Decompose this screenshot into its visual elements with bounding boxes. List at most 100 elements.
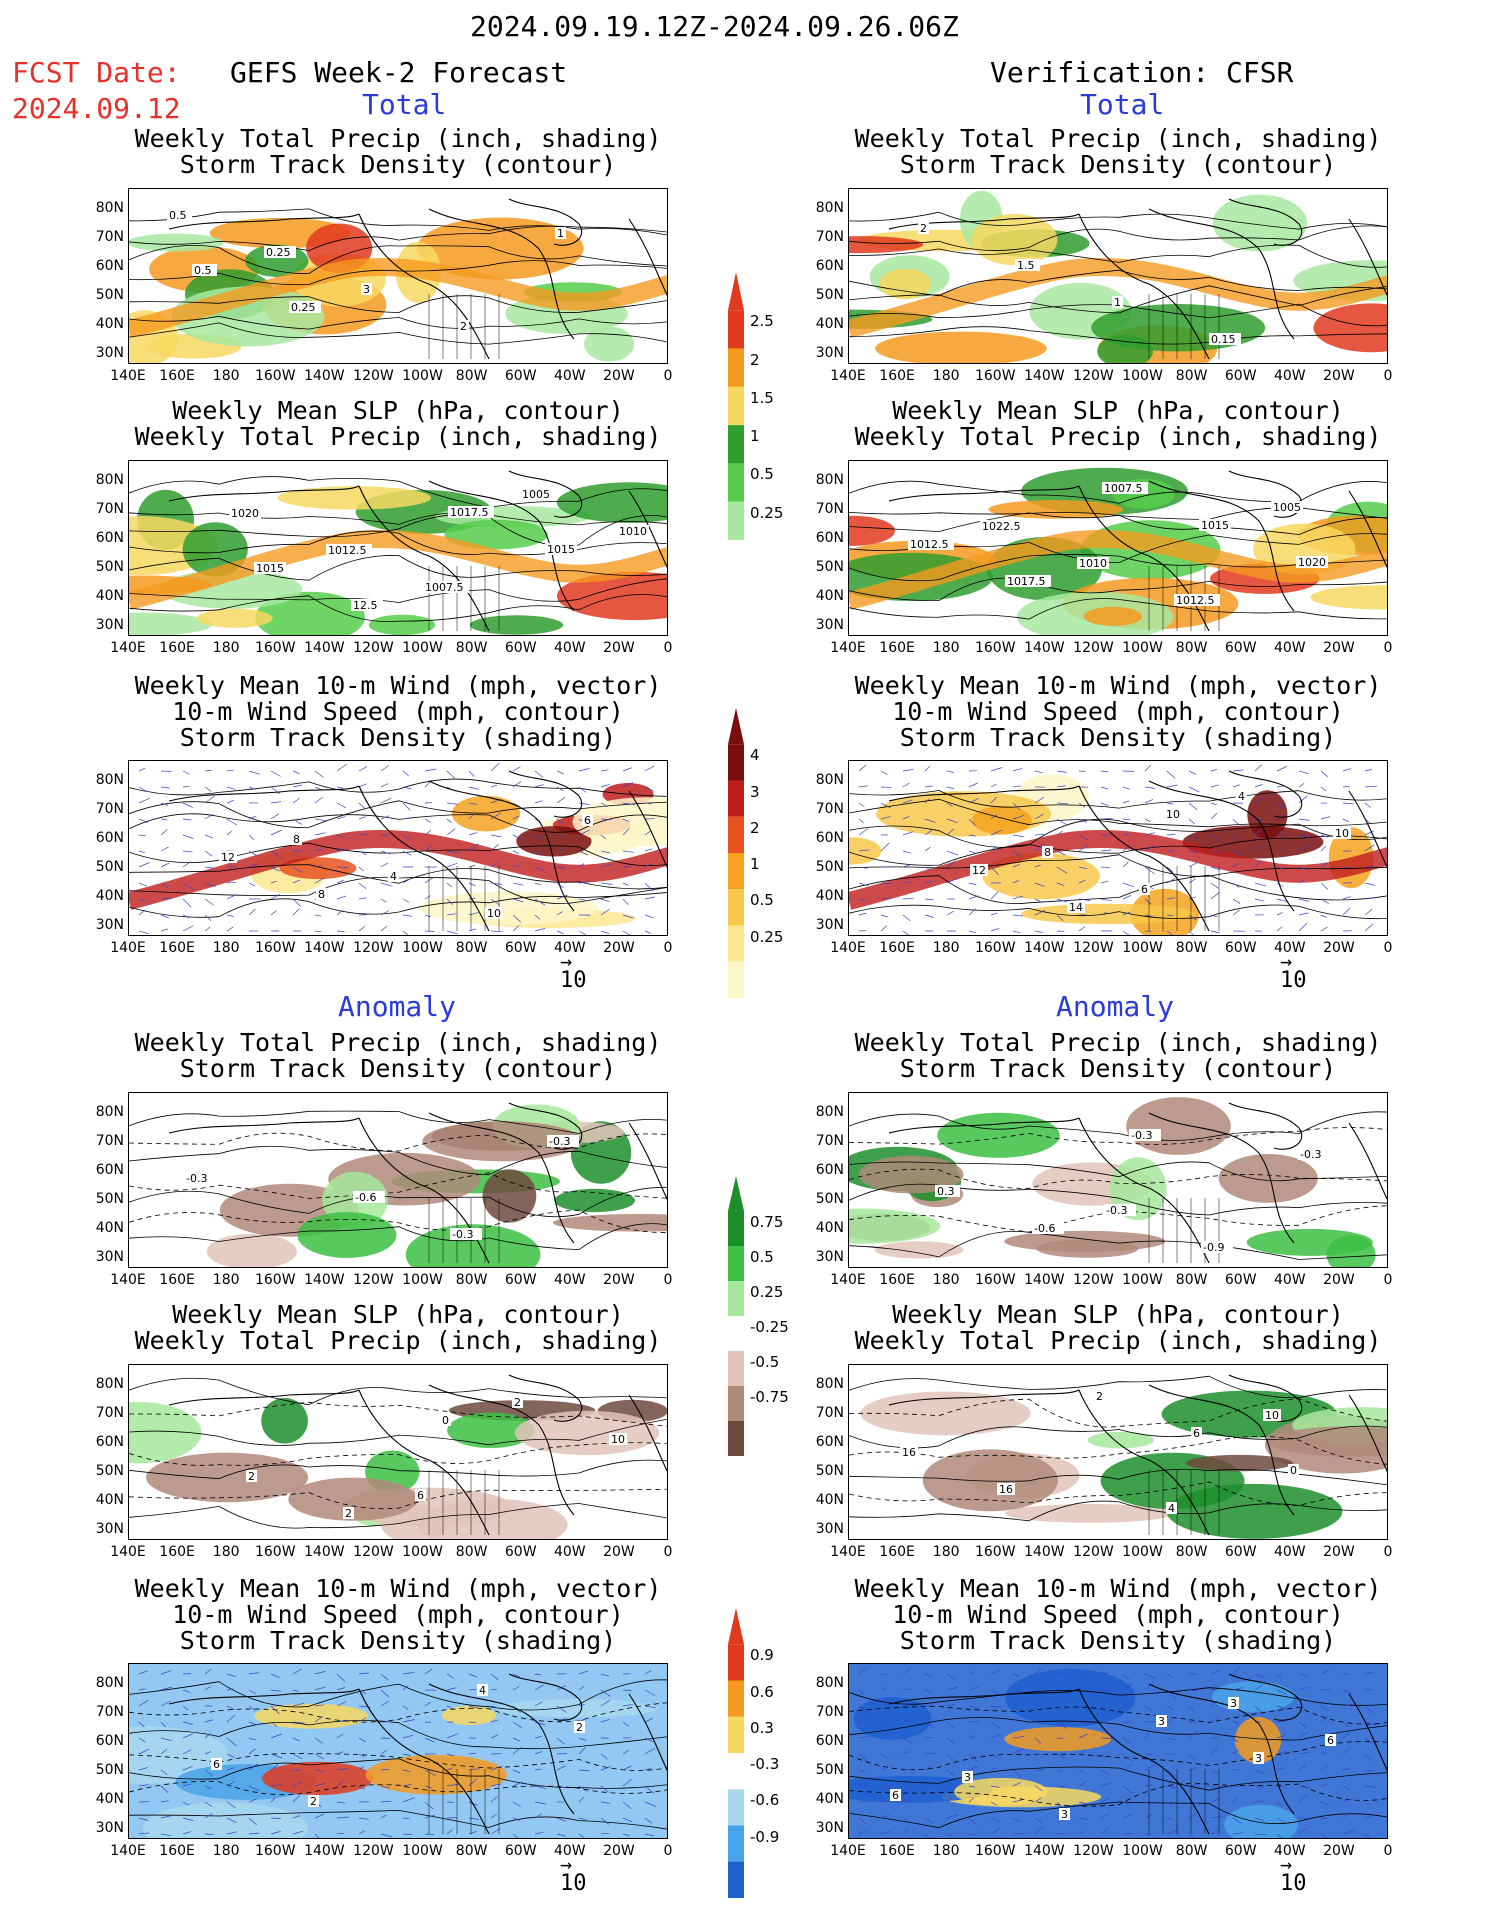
contour-label-bg bbox=[458, 320, 469, 332]
contour-line bbox=[129, 1758, 667, 1789]
lat-tick-label: 40N bbox=[95, 588, 124, 604]
colorbar-arrow-bottom bbox=[728, 501, 744, 540]
colorbar-swatch bbox=[728, 425, 744, 464]
wind-vector bbox=[182, 882, 194, 890]
wind-vector bbox=[990, 866, 999, 875]
wind-vector bbox=[424, 1769, 436, 1777]
lon-tick-label: 80W bbox=[1175, 368, 1208, 384]
lon-tick-label: 160E bbox=[879, 940, 915, 956]
wind-vector bbox=[1078, 898, 1091, 901]
wind-vector bbox=[1166, 897, 1175, 900]
wind-vector bbox=[1320, 1817, 1328, 1819]
shading-region bbox=[572, 797, 667, 847]
wind-vector bbox=[1144, 1784, 1152, 1787]
contour-line bbox=[849, 818, 1387, 848]
wind-vector bbox=[666, 834, 667, 835]
panel-title-line: Storm Track Density (contour) bbox=[899, 150, 1337, 179]
wind-vector bbox=[226, 1831, 238, 1835]
wind-vector bbox=[512, 1817, 520, 1821]
colorbar-label: 2 bbox=[750, 818, 760, 837]
arrow-icon: → bbox=[1280, 949, 1293, 973]
lat-tick-label: 60N bbox=[95, 830, 124, 846]
wind-vector bbox=[1100, 1705, 1108, 1708]
lon-tick-label: 0 bbox=[1383, 1843, 1393, 1859]
lon-tick-label: 160W bbox=[974, 940, 1016, 956]
wind-vector bbox=[446, 1767, 453, 1771]
wind-vector bbox=[858, 1705, 870, 1712]
contour-label-bg bbox=[1094, 1390, 1105, 1402]
lon-tick-label: 40W bbox=[1273, 1272, 1306, 1288]
wind-vector bbox=[1078, 1673, 1086, 1678]
wind-vector bbox=[990, 845, 997, 852]
wind-vector bbox=[1100, 849, 1112, 852]
contour-label-bg bbox=[167, 209, 192, 221]
contour-label-bg bbox=[997, 1483, 1015, 1495]
wind-vector bbox=[446, 898, 454, 905]
lat-tick-label: 70N bbox=[815, 1405, 844, 1421]
wind-vector bbox=[1276, 866, 1284, 870]
shading-region bbox=[261, 1398, 308, 1444]
wind-vector bbox=[1144, 1764, 1156, 1771]
wind-vector bbox=[622, 782, 634, 788]
wind-vector bbox=[534, 914, 541, 920]
wind-vector bbox=[1122, 800, 1130, 804]
wind-vector bbox=[292, 1753, 303, 1760]
shading-region bbox=[365, 1754, 507, 1795]
contour-label-bg bbox=[291, 833, 302, 845]
wind-vector bbox=[1210, 1716, 1221, 1723]
wind-vector bbox=[248, 1721, 259, 1726]
shading-region bbox=[1004, 1727, 1112, 1752]
lat-tick-label: 50N bbox=[95, 1191, 124, 1207]
wind-vector bbox=[1166, 1769, 1175, 1777]
wind-vector bbox=[1320, 816, 1331, 820]
wind-vector bbox=[1078, 879, 1086, 884]
wind-vector bbox=[1166, 1673, 1175, 1679]
contour-line bbox=[849, 269, 1387, 297]
wind-vector bbox=[358, 1672, 370, 1675]
contour-label-bg bbox=[316, 888, 327, 900]
wind-vector bbox=[1012, 802, 1021, 811]
wind-vector bbox=[226, 1705, 235, 1711]
wind-vector bbox=[534, 850, 541, 855]
wind-vector bbox=[600, 898, 610, 902]
wind-vector bbox=[1100, 880, 1109, 884]
shading-region bbox=[849, 515, 896, 546]
contour-label-bg bbox=[229, 507, 261, 519]
wind-vector bbox=[1320, 845, 1327, 852]
wind-vector bbox=[1078, 1817, 1089, 1820]
contour-label-bg bbox=[192, 264, 217, 276]
wind-vector bbox=[1210, 914, 1218, 918]
wind-vector bbox=[182, 925, 194, 932]
wind-vector bbox=[1298, 795, 1308, 804]
colorbar-label: -0.5 bbox=[750, 1353, 780, 1371]
wind-vector bbox=[1210, 784, 1220, 788]
wind-vector bbox=[248, 850, 258, 857]
wind-vector bbox=[1232, 862, 1239, 868]
wind-vector bbox=[578, 930, 587, 935]
wind-vector bbox=[1144, 1814, 1152, 1819]
lat-tick-label: 60N bbox=[95, 258, 124, 274]
lon-tick-label: 140W bbox=[1024, 1544, 1065, 1560]
wind-vector bbox=[1144, 832, 1156, 836]
contour-label-bg bbox=[935, 1185, 960, 1197]
lat-tick-label: 40N bbox=[95, 1492, 124, 1508]
wind-vector bbox=[138, 1784, 149, 1787]
wind-vector bbox=[160, 882, 169, 889]
wind-vector bbox=[292, 784, 302, 788]
wind-vector bbox=[1342, 1767, 1351, 1771]
panel-title: Weekly Mean SLP (hPa, contour) Weekly Tot… bbox=[78, 1302, 718, 1354]
wind-vector bbox=[1166, 1737, 1177, 1741]
lat-tick-label: 60N bbox=[95, 1162, 124, 1178]
wind-vector bbox=[1342, 1746, 1351, 1755]
wind-vector bbox=[402, 930, 409, 935]
panel-title: Weekly Mean SLP (hPa, contour) Weekly Tot… bbox=[798, 398, 1438, 450]
wind-vector bbox=[622, 1765, 632, 1771]
contour-label: 6 bbox=[584, 814, 591, 827]
wind-vector bbox=[644, 1670, 652, 1675]
contour-label-bg bbox=[1059, 1808, 1070, 1820]
wind-vector bbox=[1012, 1689, 1024, 1694]
wind-vector bbox=[924, 765, 931, 772]
wind-vector bbox=[1298, 1686, 1309, 1691]
contour-label: 2 bbox=[345, 1507, 352, 1520]
